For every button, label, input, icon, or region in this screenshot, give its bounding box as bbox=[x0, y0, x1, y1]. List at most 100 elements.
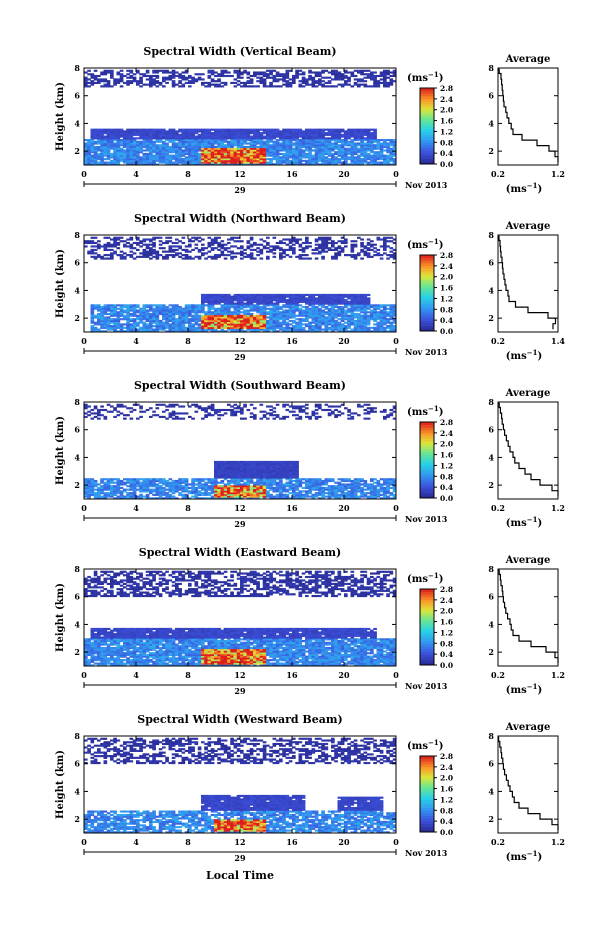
heatmap-cell bbox=[298, 128, 303, 131]
heatmap-cell bbox=[194, 319, 199, 323]
heatmap-cell bbox=[210, 71, 215, 74]
heatmap-cell bbox=[324, 137, 329, 140]
heatmap-cell bbox=[106, 316, 111, 319]
heatmap-cell bbox=[100, 319, 104, 323]
heatmap-cell bbox=[220, 306, 225, 309]
heatmap-cell bbox=[337, 245, 342, 248]
heatmap-cell bbox=[233, 307, 238, 310]
heatmap-cell bbox=[227, 304, 231, 307]
heatmap-cell bbox=[116, 247, 121, 250]
heatmap-cell bbox=[90, 306, 95, 309]
heatmap-cell bbox=[321, 163, 325, 166]
heatmap-cell bbox=[370, 163, 374, 166]
heatmap-cell bbox=[340, 73, 345, 76]
heatmap-cell bbox=[126, 318, 130, 321]
heatmap-cell bbox=[253, 323, 257, 326]
heatmap-cell bbox=[246, 254, 251, 257]
heatmap-cell bbox=[188, 161, 192, 164]
heatmap-cell bbox=[142, 311, 147, 314]
heatmap-cell bbox=[93, 304, 98, 307]
heatmap-cell bbox=[191, 159, 195, 162]
heatmap-cell bbox=[324, 151, 329, 154]
heatmap-cell bbox=[344, 300, 348, 303]
heatmap-cell bbox=[136, 248, 140, 251]
heatmap-cell bbox=[90, 154, 95, 157]
heatmap-cell bbox=[210, 137, 215, 140]
heatmap-cell bbox=[175, 154, 179, 157]
heatmap-cell bbox=[285, 76, 290, 79]
heatmap-cell bbox=[259, 293, 264, 297]
heatmap-cell bbox=[149, 83, 153, 86]
heatmap-cell bbox=[308, 142, 312, 145]
heatmap-cell bbox=[308, 128, 312, 131]
heatmap-cell bbox=[116, 140, 121, 143]
heatmap-cell bbox=[324, 312, 329, 316]
heatmap-cell bbox=[337, 128, 342, 131]
heatmap-cell bbox=[344, 295, 348, 298]
heatmap-cell bbox=[155, 156, 160, 159]
heatmap-cell bbox=[344, 302, 348, 305]
heatmap-cell bbox=[282, 156, 286, 159]
heatmap-cell bbox=[123, 149, 127, 152]
heatmap-cell bbox=[279, 299, 283, 302]
heatmap-cell bbox=[214, 85, 218, 88]
heatmap-cell bbox=[194, 130, 199, 133]
heatmap-cell bbox=[370, 85, 374, 88]
heatmap-cell bbox=[168, 245, 173, 248]
heatmap-cell bbox=[93, 151, 98, 154]
heatmap-cell bbox=[386, 236, 390, 239]
heatmap-cell bbox=[184, 250, 189, 253]
heatmap-cell bbox=[334, 85, 338, 88]
heatmap-cell bbox=[158, 149, 163, 152]
heatmap-cell bbox=[318, 319, 322, 323]
heatmap-cell bbox=[272, 78, 277, 81]
heatmap-cell bbox=[389, 321, 394, 324]
heatmap-cell bbox=[233, 326, 238, 329]
heatmap-cell bbox=[301, 328, 306, 331]
heatmap-cell bbox=[230, 145, 234, 149]
heatmap-cell bbox=[301, 319, 306, 323]
heatmap-cell bbox=[363, 85, 368, 88]
heatmap-cell bbox=[188, 144, 192, 147]
heatmap-cell bbox=[220, 139, 225, 142]
heatmap-cell bbox=[288, 245, 293, 248]
heatmap-cell bbox=[116, 307, 121, 310]
heatmap-cell bbox=[162, 142, 166, 145]
heatmap-cell bbox=[106, 248, 111, 251]
heatmap-cell bbox=[337, 254, 342, 257]
heatmap-cell bbox=[230, 144, 234, 147]
heatmap-cell bbox=[279, 240, 283, 243]
heatmap-cell bbox=[314, 257, 319, 260]
heatmap-cell bbox=[210, 147, 215, 150]
heatmap-cell bbox=[214, 321, 218, 324]
heatmap-cell bbox=[279, 247, 283, 250]
heatmap-cell bbox=[103, 248, 108, 251]
heatmap-cell bbox=[84, 144, 88, 147]
heatmap-cell bbox=[100, 73, 104, 76]
heatmap-cell bbox=[106, 130, 111, 133]
heatmap-cell bbox=[197, 255, 202, 258]
heatmap-cell bbox=[188, 307, 192, 310]
heatmap-cell bbox=[285, 80, 290, 83]
heatmap-cell bbox=[246, 318, 251, 321]
heatmap-cell bbox=[87, 149, 91, 152]
heatmap-cell bbox=[256, 316, 260, 319]
heatmap-cell bbox=[197, 236, 202, 239]
heatmap-cell bbox=[175, 241, 179, 245]
heatmap-cell bbox=[305, 257, 309, 260]
heatmap-cell bbox=[184, 311, 189, 314]
heatmap-cell bbox=[223, 243, 228, 246]
heatmap-cell bbox=[282, 300, 286, 303]
heatmap-cell bbox=[171, 154, 176, 157]
heatmap-cell bbox=[236, 304, 241, 307]
heatmap-cell bbox=[301, 309, 306, 312]
heatmap-cell bbox=[184, 316, 189, 319]
heatmap-cell bbox=[324, 328, 329, 331]
heatmap-cell bbox=[370, 132, 374, 135]
heatmap-cell bbox=[214, 297, 218, 300]
heatmap-cell bbox=[223, 71, 228, 74]
heatmap-cell bbox=[168, 145, 173, 149]
heatmap-cell bbox=[220, 137, 225, 140]
heatmap-cell bbox=[321, 311, 325, 314]
heatmap-cell bbox=[279, 321, 283, 324]
